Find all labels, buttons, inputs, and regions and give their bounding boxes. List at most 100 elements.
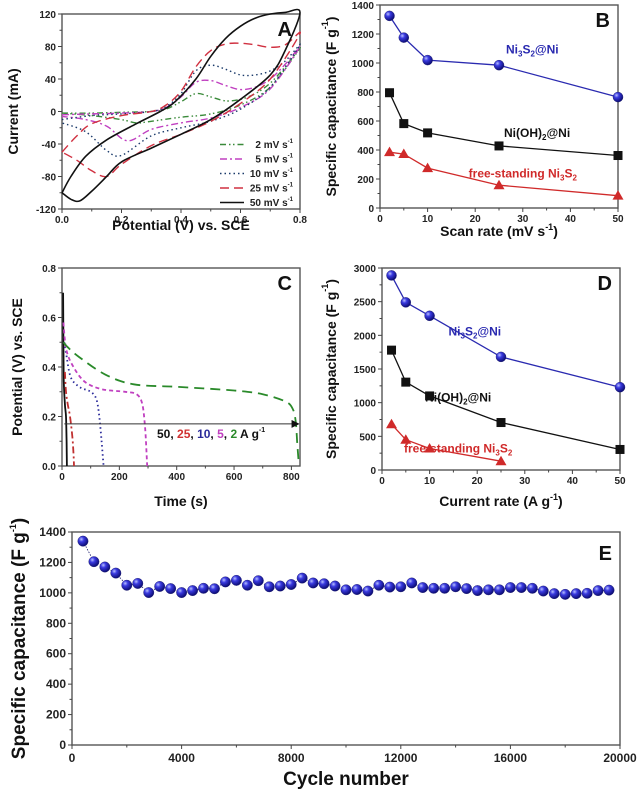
x-axis-label: Cycle number	[283, 769, 409, 790]
annotation-part: S	[522, 43, 530, 57]
x-tick-label: 800	[283, 472, 300, 483]
data-point-sphere	[428, 582, 440, 594]
data-point-sphere	[132, 578, 144, 589]
y-tick-label: 0.0	[42, 462, 56, 473]
x-axis-label-text: Current rate (A g	[439, 493, 550, 509]
y-tick-label: 200	[357, 175, 374, 186]
y-tick-label: 1400	[39, 525, 66, 539]
y-axis-label: Specific capacitance (F g-1)	[8, 518, 30, 759]
x-axis-label: Potential (V) vs. SCE	[112, 217, 250, 233]
data-point-sphere	[110, 567, 122, 579]
legend-label-sup: -1	[288, 183, 294, 189]
data-point-sphere	[450, 581, 461, 593]
panel-label: E	[599, 543, 612, 565]
annotation-part: Ni	[449, 324, 461, 338]
annotation-part: S	[465, 324, 473, 338]
data-point-triangle	[398, 148, 410, 159]
x-tick-label: 600	[226, 472, 243, 483]
y-axis-label: Current (mA)	[5, 68, 21, 154]
panel-d: 0 10 20 30 40 50050010001500200025003000Curre…	[320, 264, 626, 509]
legend-label-text: 25 mV s	[250, 184, 288, 195]
x-axis-label-sup: -1	[545, 222, 553, 232]
x-tick-label: 30	[519, 476, 531, 487]
annotation-part: Ni	[506, 43, 518, 57]
data-point-sphere	[493, 59, 505, 71]
y-tick-label: 0	[370, 466, 376, 477]
rate-legend-part: ,	[190, 427, 197, 441]
panel-b: 0 10 20 30 40 50 0 200 400 600 800 1000 1200 1400 Scan…	[320, 1, 624, 239]
data-point-sphere	[307, 577, 319, 589]
x-tick-label: 0.0	[55, 215, 69, 226]
data-point-sphere	[559, 588, 571, 600]
y-axis-label: Potential (V) vs. SCE	[9, 298, 25, 436]
y-tick-label: 800	[357, 88, 374, 99]
data-point-sphere	[296, 572, 308, 584]
y-axis-label-end: )	[323, 17, 339, 22]
annotation-part: 3	[495, 448, 500, 457]
y-axis-label-text: Specific capacitance (F g	[323, 292, 339, 459]
data-point-sphere	[570, 588, 582, 600]
x-tick-label: 4000	[168, 751, 195, 765]
legend-label-text: 5 mV s	[255, 155, 288, 166]
rate-legend-part: ,	[210, 427, 217, 441]
y-tick-label: 1000	[352, 59, 375, 70]
x-tick-label: 20000	[603, 751, 637, 765]
legend-label-sup: -1	[288, 154, 294, 160]
legend-label: 2 mV s-1	[255, 139, 293, 151]
data-point-sphere	[406, 577, 418, 589]
x-axis-label-sup: -1	[550, 492, 558, 502]
rate-legend-part: 5	[217, 427, 224, 441]
legend-label-sup: -1	[288, 197, 294, 203]
data-point-sphere	[612, 91, 624, 103]
y-tick-label: -120	[36, 205, 56, 216]
x-tick-label: 0	[377, 214, 383, 225]
legend-label: 25 mV s-1	[250, 183, 294, 195]
discharge-curve	[62, 341, 300, 462]
panel-label: C	[278, 273, 292, 295]
series-line	[391, 423, 502, 462]
y-tick-label: 1200	[352, 30, 375, 41]
y-tick-label: 0.4	[42, 363, 56, 374]
data-point-sphere	[187, 585, 198, 596]
series-line	[388, 92, 619, 157]
data-point-triangle	[612, 190, 624, 200]
rate-legend-part: A g	[237, 427, 259, 441]
y-tick-label: 1200	[39, 555, 66, 569]
data-point-sphere	[494, 584, 505, 596]
data-point-sphere	[209, 583, 220, 595]
annotation-part: @Ni	[477, 324, 501, 338]
data-point-sphere	[77, 535, 89, 547]
x-tick-label: 200	[111, 472, 128, 483]
data-point-sphere	[241, 579, 253, 591]
data-point-sphere	[400, 297, 411, 308]
data-point-square	[425, 391, 435, 401]
discharge-curve	[62, 292, 68, 467]
x-tick-label: 8000	[278, 751, 305, 765]
legend-label-text: 50 mV s	[250, 198, 288, 209]
data-point-sphere	[398, 32, 409, 43]
data-point-sphere	[384, 10, 395, 22]
annotation-part: 2	[463, 397, 468, 406]
data-point-sphere	[515, 582, 527, 593]
panel-c: 0 200 400 600 800 0.0 0.2 0.4 0.6 0.8 Time (s) Pote…	[9, 264, 301, 509]
annotation-part: Ni(OH)	[425, 390, 463, 404]
series-annotation: free-standing Ni3S2	[469, 167, 578, 183]
x-axis-label-end: )	[558, 493, 563, 509]
x-tick-label: 50	[614, 476, 626, 487]
data-point-sphere	[230, 574, 242, 586]
rate-legend-part: ,	[170, 427, 177, 441]
cv-curve	[61, 45, 301, 142]
y-axis-label-end: )	[9, 518, 30, 524]
rate-legend-part: 10	[197, 427, 211, 441]
data-point-sphere	[373, 579, 385, 591]
x-tick-label: 0	[59, 472, 65, 483]
x-tick-label: 20	[470, 214, 482, 225]
x-tick-label: 400	[168, 472, 185, 483]
data-point-square	[387, 345, 397, 355]
y-axis-label-text: Potential (V) vs. SCE	[9, 298, 25, 436]
x-tick-label: 0	[379, 476, 385, 487]
discharge-curve	[62, 322, 149, 467]
data-point-sphere	[274, 580, 286, 592]
x-tick-label: 10	[422, 214, 434, 225]
data-point-sphere	[461, 583, 472, 594]
